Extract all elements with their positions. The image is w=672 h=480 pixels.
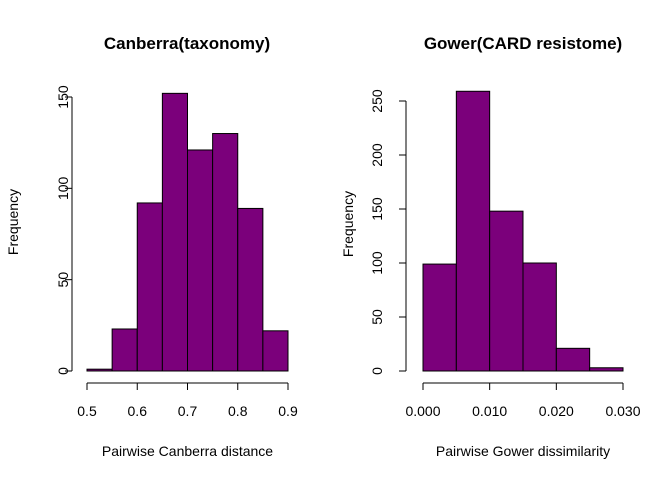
y-tick-label-2-2: 50 bbox=[369, 309, 385, 325]
y-tick-label-1-3: 100 bbox=[55, 176, 71, 200]
histogram-bar-1-5 bbox=[187, 149, 214, 372]
histogram-bar-1-7 bbox=[237, 207, 264, 372]
y-tick-label-1-1: 0 bbox=[55, 367, 71, 375]
histogram-bar-2-6 bbox=[589, 367, 624, 372]
x-tick-label-1-2: 0.6 bbox=[128, 403, 148, 419]
y-tick-label-1-4: 150 bbox=[55, 85, 71, 109]
histogram-bar-2-3 bbox=[489, 210, 524, 372]
y-axis-label-1: Frequency bbox=[5, 189, 21, 255]
histogram-bar-1-8 bbox=[262, 330, 289, 372]
y-tick-label-2-4: 150 bbox=[369, 197, 385, 221]
x-tick-label-2-2: 0.010 bbox=[472, 403, 507, 419]
y-axis-label-2: Frequency bbox=[340, 191, 356, 257]
x-tick-label-2-4: 0.030 bbox=[605, 403, 640, 419]
histogram-bar-1-3 bbox=[136, 202, 163, 372]
histogram-bar-2-2 bbox=[455, 90, 491, 372]
x-tick-label-1-5: 0.9 bbox=[278, 403, 298, 419]
histogram-bar-1-4 bbox=[161, 92, 188, 372]
histogram-bar-2-1 bbox=[422, 263, 457, 372]
histogram-bar-1-1 bbox=[86, 368, 113, 372]
y-tick-label-2-3: 100 bbox=[369, 251, 385, 275]
x-tick-label-2-3: 0.020 bbox=[539, 403, 574, 419]
x-tick-label-1-3: 0.7 bbox=[178, 403, 198, 419]
x-axis-label-1: Pairwise Canberra distance bbox=[102, 443, 273, 459]
histogram-bar-2-5 bbox=[555, 347, 591, 372]
histogram-bar-1-6 bbox=[212, 133, 239, 372]
y-tick-label-1-2: 50 bbox=[55, 272, 71, 288]
y-tick-label-2-5: 200 bbox=[369, 143, 385, 167]
y-tick-label-2-6: 250 bbox=[369, 89, 385, 113]
histogram-bar-2-4 bbox=[522, 262, 557, 372]
histogram-bar-1-2 bbox=[111, 328, 138, 372]
x-tick-label-2-1: 0.000 bbox=[405, 403, 440, 419]
x-tick-label-1-1: 0.5 bbox=[77, 403, 97, 419]
chart-title-1: Canberra(taxonomy) bbox=[104, 34, 270, 53]
x-tick-label-1-4: 0.8 bbox=[228, 403, 248, 419]
chart-title-2: Gower(CARD resistome) bbox=[424, 34, 622, 53]
x-axis-label-2: Pairwise Gower dissimilarity bbox=[436, 443, 610, 459]
y-tick-label-2-1: 0 bbox=[369, 367, 385, 375]
